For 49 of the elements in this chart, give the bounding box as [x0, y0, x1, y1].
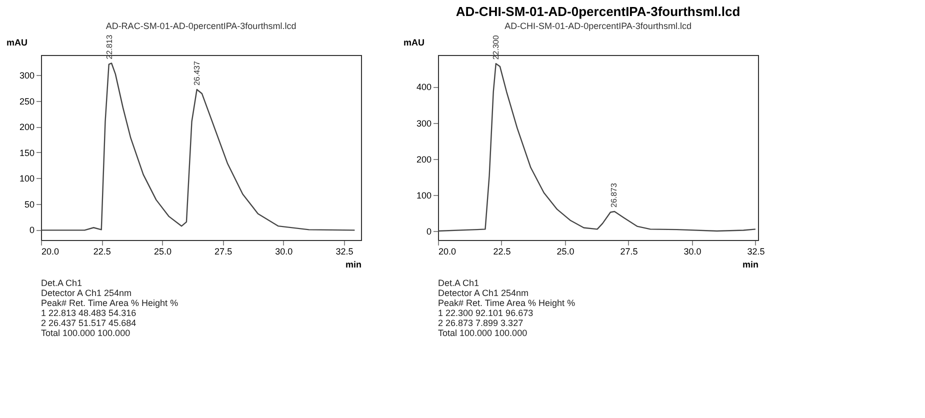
chart-title: AD-CHI-SM-01-AD-0percentIPA-3fourthsml.lcd [456, 4, 740, 20]
x-axis-title: min [742, 260, 758, 270]
x-axis-title: min [345, 260, 362, 270]
x-tick-label: 25.0 [556, 246, 574, 256]
annotation: 22.813 [105, 34, 114, 60]
x-tick-label: 32.5 [336, 246, 354, 256]
text: 2 26.437 51.517 45.684 [41, 318, 136, 328]
chart-subtitle: AD-CHI-SM-01-AD-0percentIPA-3fourthsml.lcd [504, 21, 692, 32]
text: Det.A Ch1 [41, 278, 82, 288]
y-tick-label: 0 [426, 226, 432, 236]
y-axis-title: mAU [6, 38, 28, 48]
y-tick-label: 100 [19, 174, 34, 184]
x-tick-label: 32.5 [747, 246, 765, 256]
y-tick-label: 200 [416, 154, 432, 164]
y-tick-label: 0 [29, 225, 34, 236]
x-tick-label: 30.0 [684, 246, 702, 256]
line-series [437, 63, 756, 232]
x-tick-label: 27.5 [620, 246, 638, 256]
text: 2 26.873 7.899 3.327 [438, 318, 524, 328]
text: Peak# Ret. Time Area % Height % [438, 298, 576, 308]
text: 1 22.300 92.101 96.673 [438, 308, 534, 318]
line-series [40, 62, 356, 231]
annotation: 26.437 [192, 60, 202, 86]
text: Peak# Ret. Time Area % Height % [41, 298, 178, 308]
y-tick-label: 300 [416, 118, 432, 128]
y-tick-label: 400 [416, 82, 432, 92]
x-tick-label: 25.0 [154, 246, 172, 256]
y-axis-title: mAU [404, 38, 425, 48]
annotation: 26.873 [610, 182, 619, 208]
text: Total 100.000 100.000 [438, 328, 528, 338]
text: Detector A Ch1 254nm [41, 288, 132, 298]
text: Det.A Ch1 [438, 278, 480, 288]
y-tick-label: 100 [416, 190, 432, 200]
text: Detector A Ch1 254nm [438, 288, 529, 298]
x-tick-label: 27.5 [214, 246, 232, 256]
y-tick-label: 150 [19, 148, 34, 158]
y-tick-label: 200 [19, 122, 34, 132]
chart-subtitle: AD-RAC-SM-01-AD-0percentIPA-3fourthsml.lcd [106, 20, 296, 31]
text: 1 22.813 48.483 54.316 [41, 308, 136, 318]
y-tick-label: 50 [24, 199, 34, 210]
x-tick-label: 20.0 [438, 246, 456, 256]
x-tick-label: 22.5 [493, 246, 511, 256]
x-tick-label: 20.0 [42, 246, 60, 256]
x-tick-label: 30.0 [275, 246, 293, 256]
y-tick-label: 300 [19, 70, 34, 81]
annotation: 22.300 [491, 34, 500, 60]
y-tick-label: 250 [19, 96, 34, 106]
x-tick-label: 22.5 [93, 246, 111, 256]
text: Total 100.000 100.000 [41, 328, 130, 338]
